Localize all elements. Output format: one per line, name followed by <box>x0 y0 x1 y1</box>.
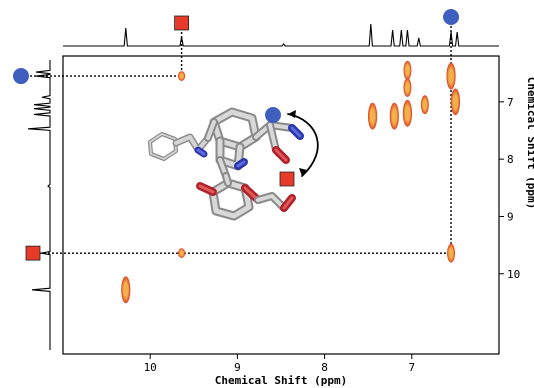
y-axis-ticks: 7 8 9 10 <box>499 96 520 281</box>
molecule-proton-square-marker <box>279 171 295 187</box>
curved-double-arrow <box>287 110 319 177</box>
top-1d-projection <box>63 23 499 47</box>
x-tick-label: 9 <box>234 361 241 374</box>
cross-peak <box>177 248 186 259</box>
y-tick-label: 10 <box>507 268 520 281</box>
top-circle-marker <box>443 9 460 25</box>
cross-peak <box>121 276 131 304</box>
cross-peak <box>177 71 186 81</box>
x-tick-label: 8 <box>321 361 328 374</box>
y-tick-label: 8 <box>507 153 514 166</box>
top-projection-trace <box>63 23 499 47</box>
cross-peak <box>403 78 412 97</box>
cross-peaks <box>121 60 460 304</box>
amide-group <box>252 121 304 164</box>
cross-peak <box>447 243 456 263</box>
molecule-proton-circle-marker <box>265 107 281 123</box>
dimethoxyphenyl-ring <box>196 172 296 221</box>
left-square-marker <box>25 245 41 261</box>
x-tick-label: 10 <box>144 361 157 374</box>
cross-peak <box>402 99 413 127</box>
top-square-marker <box>174 15 189 31</box>
left-circle-marker <box>13 68 29 85</box>
left-1d-projection <box>27 60 51 350</box>
cross-peak <box>389 102 399 130</box>
cross-peak <box>367 102 378 130</box>
x-axis-title: Chemical Shift (ppm) <box>215 374 347 387</box>
molecule-stick-model <box>148 107 319 221</box>
left-projection-trace <box>27 60 51 350</box>
x-axis-ticks: 10 9 8 7 <box>144 354 415 374</box>
cross-peak <box>420 95 429 115</box>
cross-peak <box>446 62 456 90</box>
y-axis-title: Chemical Shift (ppm) <box>525 77 534 209</box>
cross-peak <box>403 60 412 80</box>
benzimidazole-core <box>204 107 261 180</box>
phenyl-ring <box>148 132 178 161</box>
dotted-guide-lines <box>30 26 452 254</box>
y-tick-label: 9 <box>507 210 514 223</box>
x-tick-label: 7 <box>408 361 415 374</box>
cross-peak <box>450 88 460 116</box>
y-tick-label: 7 <box>507 96 514 109</box>
assignment-markers <box>13 9 460 261</box>
linker-chain <box>172 133 212 158</box>
plot-area-frame <box>62 55 500 355</box>
